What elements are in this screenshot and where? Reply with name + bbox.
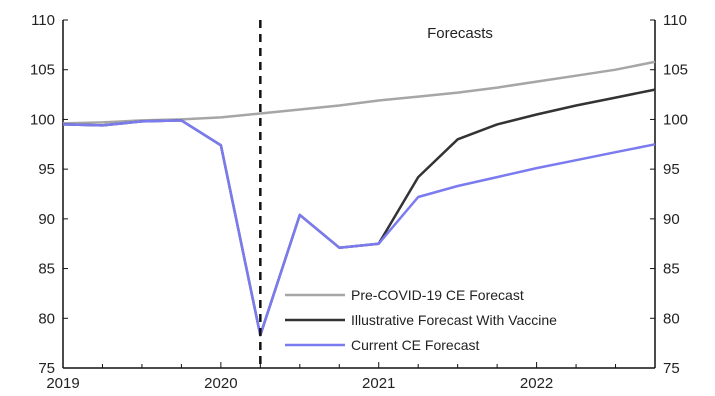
y-tick-label-left: 85 [38, 261, 55, 278]
forecasts-annotation: Forecasts [427, 25, 493, 42]
y-tick-label-left: 100 [30, 111, 55, 128]
legend-label: Current CE Forecast [351, 337, 479, 353]
y-tick-label-left: 95 [38, 161, 55, 178]
y-tick-label-right: 105 [663, 62, 688, 79]
y-tick-label-right: 80 [663, 310, 680, 327]
y-tick-label-right: 95 [663, 161, 680, 178]
y-tick-label-right: 85 [663, 261, 680, 278]
y-tick-label-left: 90 [38, 211, 55, 228]
y-tick-label-left: 110 [31, 12, 55, 29]
legend-label: Pre-COVID-19 CE Forecast [351, 287, 524, 303]
x-tick-label: 2020 [204, 375, 237, 392]
x-tick-label: 2021 [362, 375, 395, 392]
series-line-current-ce-forecast [62, 119, 656, 337]
axes: 75 75 80 80 85 85 90 90 95 95 100 100 105 105 110 110 20… [30, 12, 688, 392]
x-tick-label: 2019 [46, 375, 79, 392]
series-layer [62, 60, 656, 337]
x-tick-label: 2022 [520, 375, 553, 392]
y-tick-label-left: 75 [38, 360, 55, 377]
y-tick-label-right: 90 [663, 211, 680, 228]
y-tick-label-left: 80 [38, 310, 55, 327]
y-tick-label-right: 100 [663, 111, 688, 128]
series-line-pre-covid-19-ce-forecast [62, 60, 656, 125]
y-tick-label-left: 105 [30, 62, 55, 79]
y-tick-label-right: 75 [663, 360, 680, 377]
legend-label: Illustrative Forecast With Vaccine [351, 312, 557, 328]
legend: Pre-COVID-19 CE Forecast Illustrative For… [285, 287, 557, 353]
annotation-layer: Forecasts [259, 20, 493, 368]
y-tick-label-right: 110 [663, 12, 687, 29]
